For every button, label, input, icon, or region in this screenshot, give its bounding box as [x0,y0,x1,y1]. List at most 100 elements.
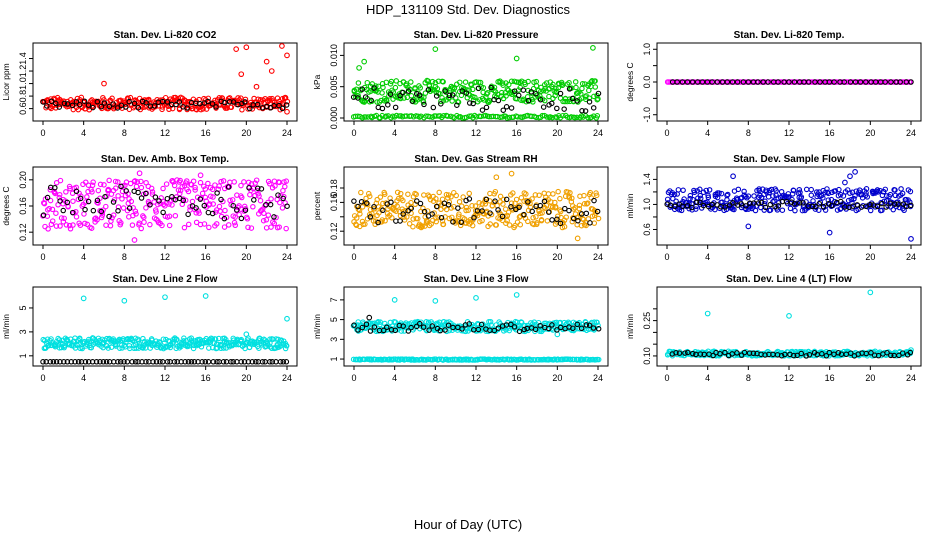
outlier-point [513,55,520,62]
data-point [791,200,798,207]
data-point [210,194,216,200]
x-tick-label: 8 [746,373,751,383]
data-point [880,79,886,85]
data-point [491,327,498,334]
data-point [587,220,593,226]
data-point [589,78,595,84]
data-point [252,180,258,186]
data-point [492,198,498,204]
data-point [67,226,74,232]
data-point [231,219,238,226]
data-point [724,79,731,85]
data-point [362,221,368,227]
data-point [560,112,566,119]
data-point [223,336,229,343]
data-point [358,199,365,205]
x-tick-label: 12 [784,373,794,383]
y-tick-label: 1.2 [18,65,28,78]
outlier-point [473,295,479,301]
data-point [737,79,743,85]
x-tick-label: 24 [593,373,603,383]
data-point [231,179,237,185]
x-tick-label: 4 [81,252,86,262]
data-point [422,90,429,96]
data-point [376,210,382,216]
data-point [433,215,439,221]
outlier-point [852,169,858,175]
data-point [114,105,121,111]
data-point [689,204,695,211]
panel-6: Stan. Dev. Sample Flow ml/min 0 4 8 12 16 20 24 0… [625,154,922,262]
data-point [816,201,823,207]
data-point [102,193,108,200]
outlier-point [554,331,561,338]
data-point [530,215,536,221]
data-point [143,99,149,106]
data-point [457,222,464,229]
data-point [471,214,477,221]
data-point [448,194,454,200]
data-point [56,104,63,110]
data-point [280,104,286,111]
data-point [775,203,782,209]
data-point [765,194,772,200]
data-point [594,208,601,215]
data-point [254,185,261,191]
data-point [584,201,590,207]
data-point [500,196,507,203]
data-point [200,106,206,112]
data-point [521,211,527,218]
data-point [371,203,377,210]
data-point [466,196,473,202]
data-point [792,207,798,214]
x-tick-label: 12 [160,128,170,138]
data-point [533,83,540,89]
outlier-point [284,315,290,322]
data-point [887,191,894,198]
data-point [594,113,601,119]
data-point [595,215,602,222]
data-point [167,342,173,348]
data-point [559,82,566,89]
data-point [259,359,266,365]
data-point [377,194,384,200]
data-point [537,96,544,103]
data-point [899,190,906,197]
data-point [408,79,414,85]
data-point [368,97,374,104]
data-point [414,198,420,204]
data-point [119,188,126,195]
data-point [141,219,147,225]
data-point [133,183,140,190]
data-point [392,104,399,111]
data-point [803,186,810,193]
data-point [185,359,192,365]
data-point [516,204,522,211]
data-point [94,217,100,223]
data-point [586,322,593,329]
data-point [775,79,781,85]
data-point [475,85,482,92]
data-point [115,193,121,199]
x-tick-label: 0 [351,373,356,383]
data-point [160,209,166,216]
data-point [185,188,192,195]
series-2 [40,359,290,365]
data-point [173,101,179,108]
data-point [78,94,85,101]
data-point [119,196,125,202]
data-point [79,345,85,352]
data-point [703,187,709,194]
data-point [514,219,521,225]
data-point [397,92,403,99]
data-point [136,340,142,347]
data-point [375,219,381,226]
data-point [69,102,76,109]
data-point [798,350,805,357]
x-tick-label: 0 [664,373,669,383]
data-point [682,350,688,356]
data-point [594,319,600,326]
data-point [263,225,270,231]
data-point [280,359,287,365]
data-point [413,323,420,330]
